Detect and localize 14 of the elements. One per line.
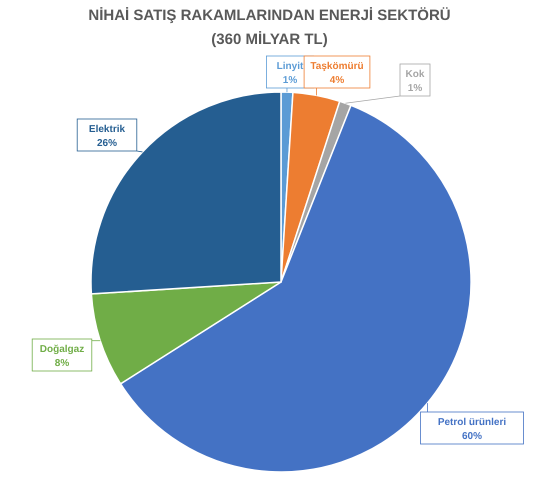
- slice-label: Petrol ürünleri: [438, 417, 506, 428]
- data-label: 4%: [330, 75, 344, 86]
- data-label: 1%: [408, 83, 422, 94]
- data-label: 60%: [462, 431, 482, 442]
- slice-label: Taşkömürü: [310, 61, 364, 72]
- data-label: 8%: [54, 358, 70, 369]
- slice-label: Doğalgaz: [40, 344, 84, 355]
- chart-title: NİHAİ SATIŞ RAKAMLARINDAN ENERJİ SEKTÖRÜ: [88, 7, 451, 24]
- slice-label: Linyit: [276, 61, 304, 72]
- slice-label: Kok: [406, 69, 425, 80]
- data-label: 26%: [96, 138, 118, 149]
- data-label: 1%: [282, 75, 298, 86]
- slice-label: Elektrik: [88, 124, 126, 135]
- chart-subtitle: (360 MİLYAR TL): [211, 31, 328, 48]
